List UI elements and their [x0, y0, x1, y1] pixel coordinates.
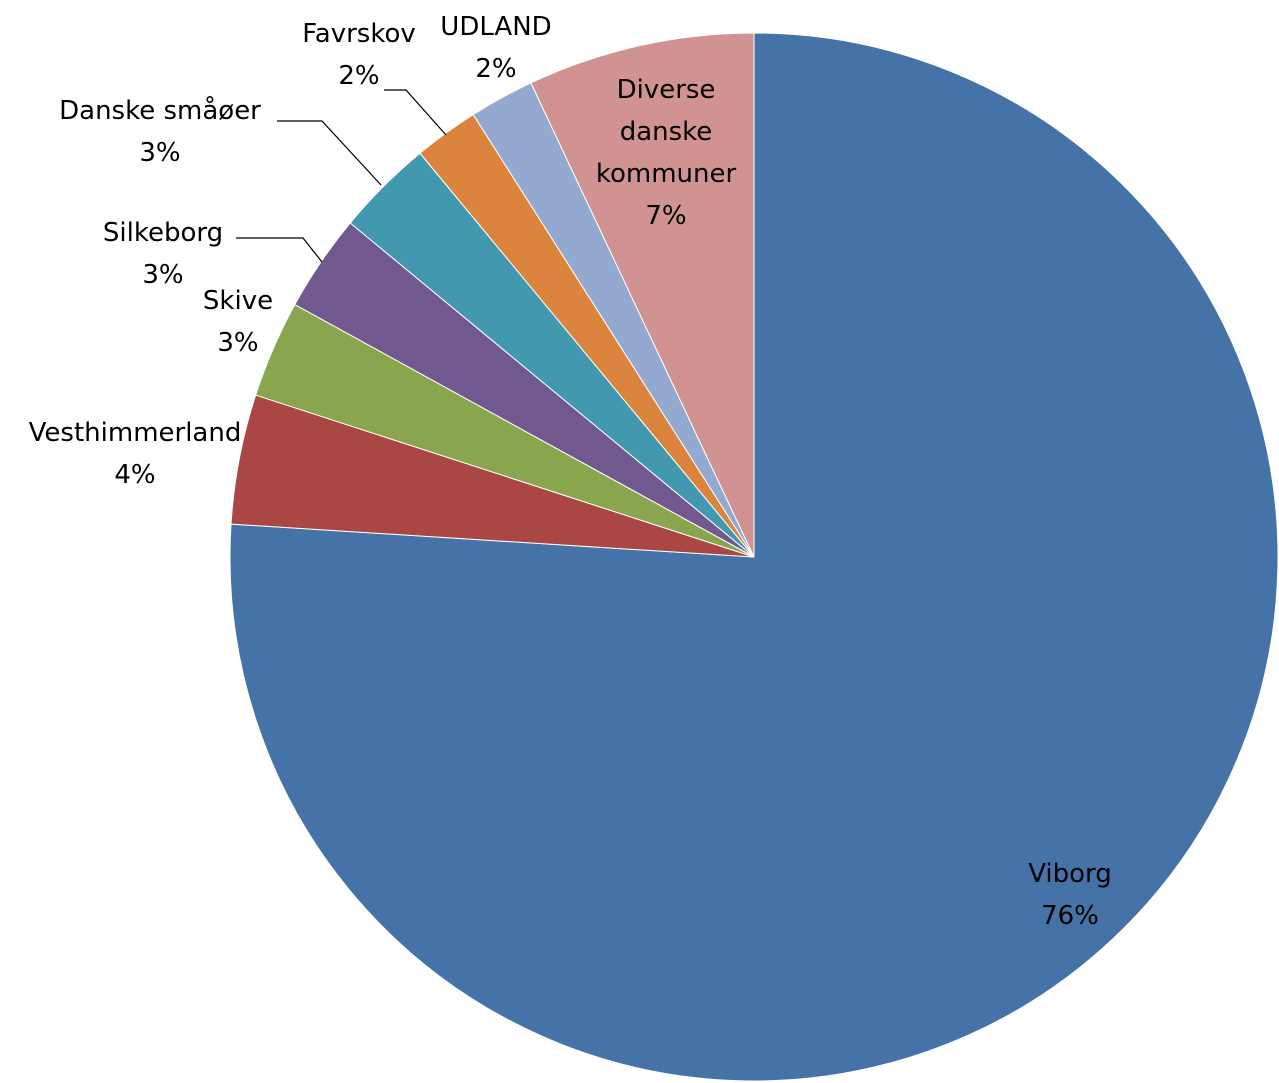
data-label-favrskov: Favrskov 2%: [302, 19, 416, 91]
leader-line-danske-smaoer: [277, 120, 382, 186]
data-label-line: Danske småøer: [59, 95, 261, 126]
pie-slice-diverse-danske-kommuner: [530, 32, 755, 558]
data-label-line: Silkeborg: [103, 218, 223, 248]
pie-slice-viborg: [229, 32, 1279, 1082]
data-label-line: kommuner: [596, 159, 737, 189]
data-label-line: 7%: [645, 201, 686, 231]
data-label-udland: UDLAND 2%: [440, 12, 551, 84]
data-label-skive: Skive 3%: [203, 286, 273, 358]
data-label-line: Favrskov: [302, 19, 416, 49]
data-label-line: Vesthimmerland: [29, 418, 242, 448]
data-label-vesthimmerland: Vesthimmerland 4%: [29, 418, 242, 490]
data-label-viborg: Viborg 76%: [1028, 859, 1112, 931]
data-label-line: 4%: [114, 460, 155, 490]
data-label-line: UDLAND: [440, 12, 551, 42]
data-label-line: danske: [620, 117, 713, 147]
data-label-line: 2%: [338, 61, 379, 91]
leaders-layer: [236, 89, 447, 263]
data-label-silkeborg: Silkeborg 3%: [103, 218, 223, 290]
data-label-line: 76%: [1041, 901, 1099, 931]
slices-layer: [229, 32, 1279, 1082]
data-label-line: Skive: [203, 286, 273, 316]
data-label-line: 3%: [139, 138, 180, 168]
data-label-line: 2%: [475, 54, 516, 84]
leader-line-silkeborg: [236, 237, 323, 263]
labels-layer: Viborg 76%Vesthimmerland 4%Skive 3%Silkebor…: [29, 12, 1112, 931]
data-label-line: Diverse: [617, 75, 716, 105]
data-label-danske-smaoer: Danske småøer 3%: [59, 95, 261, 168]
leader-line-favrskov: [384, 89, 447, 136]
data-label-line: 3%: [142, 260, 183, 290]
data-label-line: 3%: [217, 328, 258, 358]
data-label-line: Viborg: [1028, 859, 1112, 889]
data-label-diverse-danske-kommuner: Diverse danske kommuner 7%: [596, 75, 737, 231]
